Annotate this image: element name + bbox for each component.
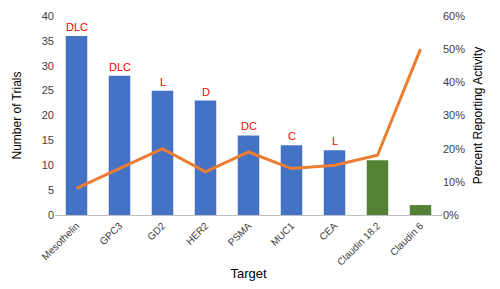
svg-text:GD2: GD2 <box>145 220 168 243</box>
svg-text:Number of Trials: Number of Trials <box>10 71 24 159</box>
svg-text:L: L <box>160 76 166 88</box>
svg-text:GPC3: GPC3 <box>97 220 124 247</box>
svg-text:40%: 40% <box>443 76 465 88</box>
svg-text:Target: Target <box>230 266 267 281</box>
svg-text:20%: 20% <box>443 143 465 155</box>
svg-text:35: 35 <box>42 35 54 47</box>
svg-text:5: 5 <box>48 184 54 196</box>
svg-text:60%: 60% <box>443 10 465 22</box>
svg-text:DLC: DLC <box>109 61 131 73</box>
svg-text:PSMA: PSMA <box>226 220 254 248</box>
svg-text:HER2: HER2 <box>184 220 211 247</box>
svg-text:L: L <box>332 135 338 147</box>
svg-text:MUC1: MUC1 <box>269 220 297 248</box>
svg-text:DC: DC <box>241 120 257 132</box>
svg-text:25: 25 <box>42 84 54 96</box>
svg-text:10%: 10% <box>443 176 465 188</box>
svg-text:0%: 0% <box>443 209 459 221</box>
svg-text:30: 30 <box>42 60 54 72</box>
svg-text:C: C <box>288 130 296 142</box>
svg-text:Claudin 18.2: Claudin 18.2 <box>335 220 383 268</box>
svg-text:15: 15 <box>42 134 54 146</box>
svg-text:50%: 50% <box>443 43 465 55</box>
svg-text:30%: 30% <box>443 109 465 121</box>
svg-text:Claudin 6: Claudin 6 <box>388 220 426 258</box>
svg-text:20: 20 <box>42 109 54 121</box>
svg-text:DLC: DLC <box>66 21 88 33</box>
svg-text:40: 40 <box>42 10 54 22</box>
svg-text:10: 10 <box>42 159 54 171</box>
svg-text:Mesothelin: Mesothelin <box>39 220 81 262</box>
svg-text:0: 0 <box>48 209 54 221</box>
svg-text:D: D <box>202 86 210 98</box>
svg-text:CEA: CEA <box>317 220 340 243</box>
svg-text:Percent Reporting Activity: Percent Reporting Activity <box>471 47 485 184</box>
